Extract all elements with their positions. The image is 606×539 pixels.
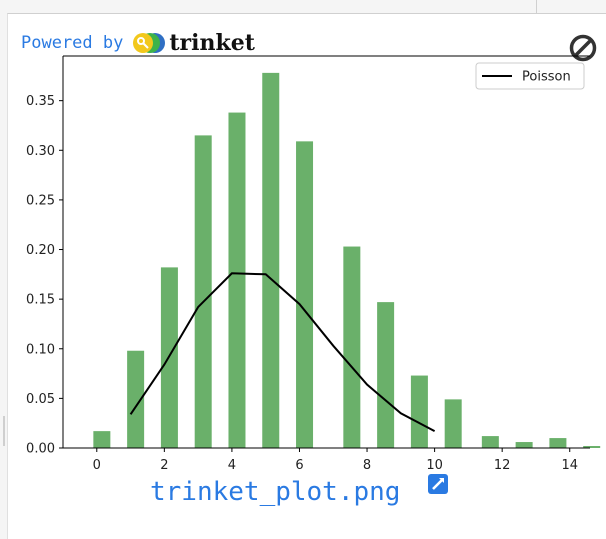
chart-axes: 0 2 4 6 8 10 12 14 0.00 0.05 0.10 0.15 0.20 0.25 0.30 0… <box>26 55 590 473</box>
x-tick-label: 4 <box>228 458 236 473</box>
x-tick-label: 2 <box>160 458 168 473</box>
y-tick-label: 0.15 <box>26 293 55 308</box>
y-tick-label: 0.10 <box>26 342 55 357</box>
bar <box>410 375 428 448</box>
bar <box>343 246 361 448</box>
x-tick-label: 14 <box>561 458 578 473</box>
stop-icon[interactable] <box>568 33 598 63</box>
y-tick-label: 0.30 <box>26 144 55 159</box>
line-series <box>129 272 436 432</box>
bar <box>262 72 280 449</box>
open-external-icon[interactable] <box>428 474 448 494</box>
bar <box>549 438 567 448</box>
bar <box>93 431 111 448</box>
legend-box <box>475 62 585 90</box>
x-tick-label: 0 <box>93 458 101 473</box>
poisson-line <box>129 272 436 432</box>
bar <box>127 350 145 448</box>
powered-by-trinket-link[interactable]: Powered by trinket <box>21 30 255 56</box>
divider <box>536 0 537 13</box>
chart-legend: Poisson <box>475 62 585 90</box>
x-tick-label: 12 <box>494 458 511 473</box>
x-tick-label: 10 <box>426 458 443 473</box>
x-tick-label: 6 <box>295 458 303 473</box>
y-tick-label: 0.25 <box>26 193 55 208</box>
bar-series <box>93 72 601 449</box>
plot-filename-link[interactable]: trinket_plot.png <box>150 477 401 507</box>
y-tick-label: 0.35 <box>26 94 55 109</box>
powered-by-label: Powered by <box>21 33 124 53</box>
y-tick-label: 0.20 <box>26 243 55 258</box>
bar <box>515 442 533 448</box>
x-tick-label: 8 <box>363 458 371 473</box>
y-tick-label: 0.00 <box>26 442 55 457</box>
bar <box>296 141 314 448</box>
bar <box>377 302 395 448</box>
bar <box>481 436 499 448</box>
trinket-brand: trinket <box>169 30 255 56</box>
legend-label: Poisson <box>522 70 571 85</box>
y-tick-label: 0.05 <box>26 392 55 407</box>
bar <box>228 112 246 449</box>
scroll-marker <box>3 416 5 446</box>
bar <box>583 446 601 448</box>
trinket-logo-icon <box>133 33 166 53</box>
bar <box>194 135 212 449</box>
bar <box>444 399 462 448</box>
